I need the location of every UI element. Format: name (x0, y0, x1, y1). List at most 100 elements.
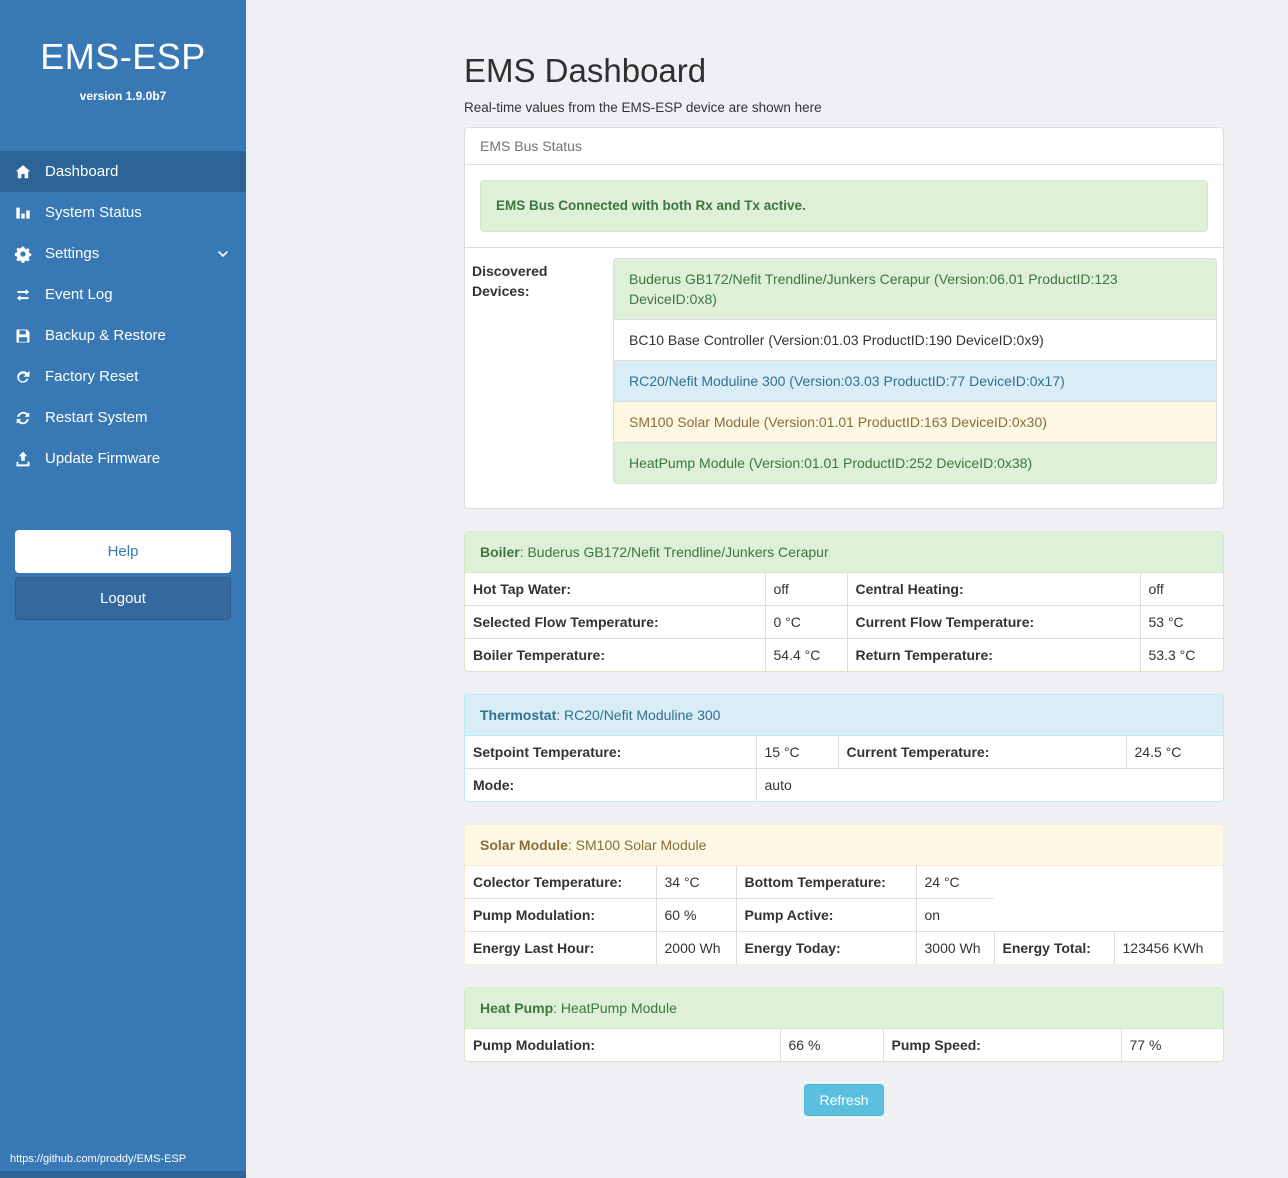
field-label: Energy Today: (735, 931, 916, 964)
sidebar-item-label: Event Log (45, 286, 113, 303)
sidebar-item-dashboard[interactable]: Dashboard (0, 151, 246, 192)
bus-status-body: EMS Bus Connected with both Rx and Tx ac… (465, 165, 1223, 247)
table-row: Boiler Temperature: 54.4 °C Return Tempera… (465, 638, 1225, 671)
sidebar-item-update-firmware[interactable]: Update Firmware (0, 438, 246, 479)
device-list-item: SM100 Solar Module (Version:01.01 Produc… (613, 401, 1217, 443)
field-value: 3000 Wh (915, 931, 994, 964)
save-icon (14, 327, 32, 345)
solar-module-panel: Solar Module: SM100 Solar Module Colector… (464, 824, 1225, 965)
device-list-item: HeatPump Module (Version:01.01 ProductID… (613, 442, 1217, 484)
gear-icon (14, 245, 32, 263)
table-row: Energy Last Hour: 2000 Wh Energy Today: 300… (465, 931, 1225, 964)
panel-title: Boiler: Buderus GB172/Nefit Trendline/Ju… (465, 532, 1223, 573)
table-row: Pump Modulation: 66 % Pump Speed: 77 % (465, 1029, 1225, 1061)
table-row: Hot Tap Water: off Central Heating: off (465, 573, 1225, 606)
help-button[interactable]: Help (15, 530, 231, 573)
heat-pump-table: Pump Modulation: 66 % Pump Speed: 77 % (465, 1029, 1225, 1061)
field-value: 123456 KWh (1113, 931, 1225, 964)
device-list-item: Buderus GB172/Nefit Trendline/Junkers Ce… (613, 258, 1217, 320)
sidebar-item-event-log[interactable]: Event Log (0, 274, 246, 315)
field-value: 53 °C (1139, 605, 1225, 639)
table-row: Selected Flow Temperature: 0 °C Current Fl… (465, 605, 1225, 639)
sidebar: EMS-ESP version 1.9.0b7 Dashboard System … (0, 0, 246, 1178)
field-value: 2000 Wh (655, 931, 736, 964)
discovered-devices-section: Discovered Devices: Buderus GB172/Nefit … (465, 247, 1223, 508)
thermostat-table: Setpoint Temperature: 15 °C Current Temper… (465, 736, 1225, 801)
device-panels: Boiler: Buderus GB172/Nefit Trendline/Ju… (464, 531, 1225, 1062)
rotate-icon (14, 368, 32, 386)
heat-pump-panel: Heat Pump: HeatPump Module Pump Modulatio… (464, 987, 1225, 1062)
field-value: 0 °C (764, 605, 847, 639)
sidebar-nav: Dashboard System Status Settings Event Log B… (0, 151, 246, 479)
field-label: Bottom Temperature: (735, 866, 916, 899)
panel-title: Thermostat: RC20/Nefit Moduline 300 (465, 695, 1223, 736)
field-label: Energy Total: (993, 931, 1114, 964)
sidebar-item-system-status[interactable]: System Status (0, 192, 246, 233)
app-title: EMS-ESP (40, 36, 206, 77)
field-label: Energy Last Hour: (465, 931, 656, 964)
discovered-devices-label: Discovered Devices: (472, 263, 548, 300)
field-label: Pump Modulation: (473, 1037, 596, 1053)
device-list-item: RC20/Nefit Moduline 300 (Version:03.03 P… (613, 360, 1217, 402)
field-value: off (764, 573, 847, 606)
sidebar-item-label: Update Firmware (45, 450, 161, 467)
sidebar-item-label: Factory Reset (45, 368, 139, 385)
field-value: on (915, 898, 994, 932)
sidebar-item-label: System Status (45, 204, 142, 221)
sidebar-item-label: Settings (45, 245, 100, 262)
solar-module-table: Colector Temperature: 34 °C Bottom Tempera… (465, 866, 1225, 964)
table-row: Setpoint Temperature: 15 °C Current Temper… (465, 736, 1225, 769)
sidebar-item-label: Dashboard (45, 163, 119, 180)
field-label: Return Temperature: (846, 638, 1140, 671)
field-value: 34 °C (655, 866, 736, 899)
sidebar-item-factory-reset[interactable]: Factory Reset (0, 356, 246, 397)
panel-title: Solar Module: SM100 Solar Module (465, 825, 1223, 866)
device-list-item: BC10 Base Controller (Version:01.03 Prod… (613, 319, 1217, 361)
boiler-panel: Boiler: Buderus GB172/Nefit Trendline/Ju… (464, 531, 1225, 672)
field-label: Pump Active: (735, 898, 916, 932)
field-label: Selected Flow Temperature: (465, 605, 765, 639)
refresh-section: Refresh (464, 1084, 1224, 1146)
boiler-table: Hot Tap Water: off Central Heating: off Sele… (465, 573, 1225, 671)
field-label: Pump Speed: (882, 1029, 1121, 1061)
field-label: Pump Modulation: (465, 898, 656, 932)
sidebar-item-label: Restart System (45, 409, 148, 426)
upload-icon (14, 450, 32, 468)
github-link[interactable]: https://github.com/proddy/EMS-ESP (10, 1153, 187, 1165)
ems-bus-status-panel: EMS Bus Status EMS Bus Connected with bo… (464, 127, 1224, 509)
status-bars-icon (14, 204, 32, 222)
field-label: Current Temperature: (837, 736, 1126, 769)
field-label: Hot Tap Water: (473, 581, 571, 597)
field-value: 15 °C (755, 736, 838, 769)
page-title: EMS Dashboard (464, 52, 707, 89)
exchange-icon (14, 286, 32, 304)
table-row: Mode: auto (465, 768, 1225, 801)
sidebar-item-backup-restore[interactable]: Backup & Restore (0, 315, 246, 356)
panel-title: Heat Pump: HeatPump Module (465, 988, 1223, 1029)
refresh-button[interactable]: Refresh (804, 1084, 884, 1116)
field-value: 66 % (779, 1029, 883, 1061)
field-value: auto (755, 768, 1225, 801)
logout-button[interactable]: Logout (15, 577, 231, 620)
table-row: Colector Temperature: 34 °C Bottom Tempera… (465, 866, 1225, 899)
field-label: Boiler Temperature: (465, 638, 765, 671)
field-value: 53.3 °C (1139, 638, 1225, 671)
content-column: EMS Dashboard Real-time values from the … (464, 52, 1225, 1146)
field-label: Current Flow Temperature: (846, 605, 1140, 639)
table-row: Pump Modulation: 60 % Pump Active: on (465, 898, 1225, 932)
page-subtitle: Real-time values from the EMS-ESP device… (464, 100, 822, 115)
thermostat-panel: Thermostat: RC20/Nefit Moduline 300 Setpo… (464, 694, 1225, 802)
field-value: 24 °C (915, 866, 994, 899)
app-version: version 1.9.0b7 (79, 89, 167, 103)
chevron-down-icon (216, 247, 230, 261)
field-value: 77 % (1120, 1029, 1225, 1061)
sidebar-item-settings[interactable]: Settings (0, 233, 246, 274)
sidebar-item-label: Backup & Restore (45, 327, 166, 344)
sidebar-item-restart-system[interactable]: Restart System (0, 397, 246, 438)
main-content: EMS Dashboard Real-time values from the … (246, 0, 1288, 1178)
sync-icon (14, 409, 32, 427)
field-label: Colector Temperature: (473, 874, 623, 890)
field-value: 54.4 °C (764, 638, 847, 671)
field-value: off (1139, 573, 1225, 606)
